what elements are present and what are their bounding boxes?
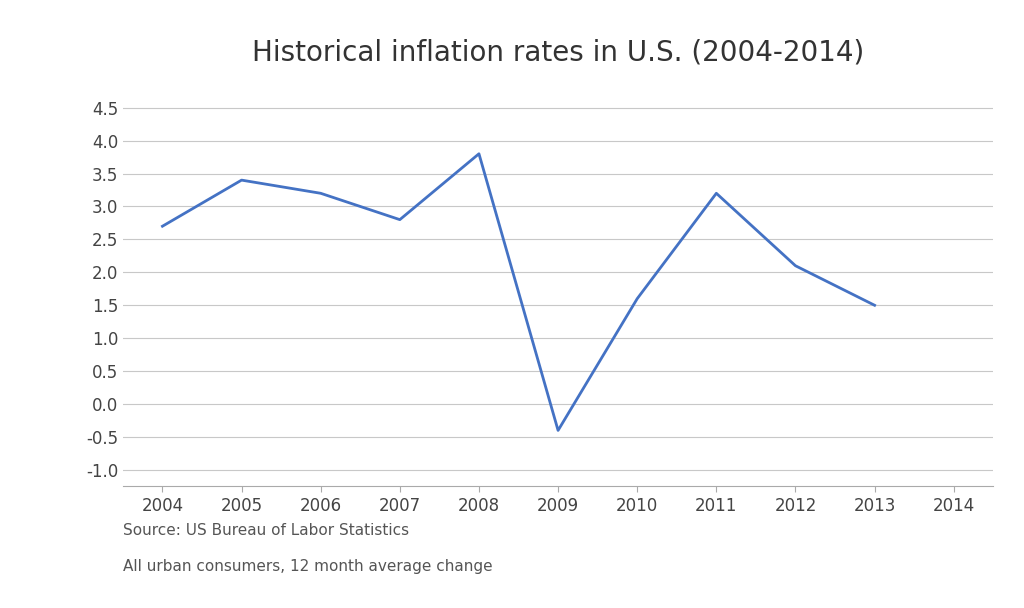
Title: Historical inflation rates in U.S. (2004-2014): Historical inflation rates in U.S. (2004… [252, 39, 864, 67]
Text: Source: US Bureau of Labor Statistics: Source: US Bureau of Labor Statistics [123, 523, 409, 538]
Text: All urban consumers, 12 month average change: All urban consumers, 12 month average ch… [123, 559, 493, 575]
